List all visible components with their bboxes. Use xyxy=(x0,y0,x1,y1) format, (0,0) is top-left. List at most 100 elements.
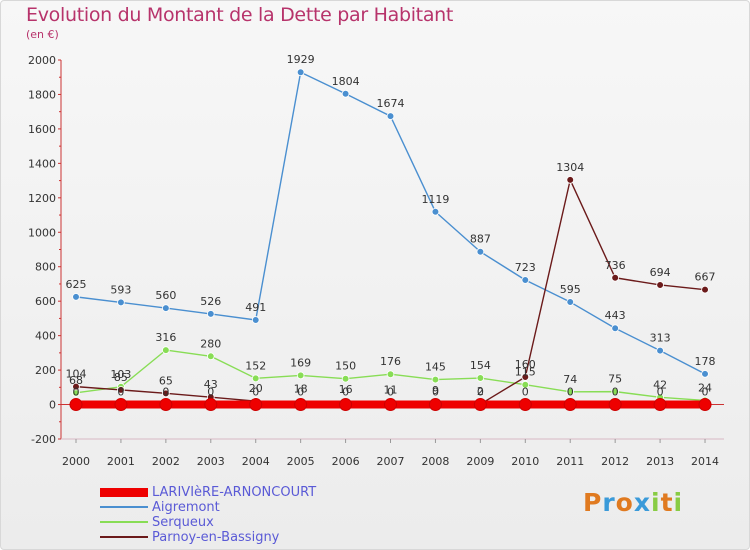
data-label: 625 xyxy=(66,278,87,291)
data-label: 0 xyxy=(117,386,124,399)
legend-swatch xyxy=(100,488,148,497)
data-label: 43 xyxy=(204,378,218,391)
data-label: 115 xyxy=(515,366,536,379)
data-label: 593 xyxy=(110,283,131,296)
data-label: 0 xyxy=(522,386,529,399)
data-point xyxy=(611,324,619,333)
x-tick-label: 2013 xyxy=(646,455,674,468)
legend-label: LARIVIèRE-ARNONCOURT xyxy=(152,485,317,500)
data-label: 152 xyxy=(245,359,266,372)
logo-letter: P xyxy=(583,488,603,517)
x-tick-label: 2004 xyxy=(242,455,270,468)
data-point xyxy=(701,285,709,294)
x-tick-label: 2010 xyxy=(511,455,539,468)
chart-title: Evolution du Montant de la Dette par Hab… xyxy=(26,4,454,26)
data-label: 169 xyxy=(290,356,311,369)
data-point xyxy=(384,398,398,412)
data-label: 24 xyxy=(698,381,712,394)
logo-letter: t xyxy=(660,488,674,517)
data-point xyxy=(117,298,125,307)
data-point xyxy=(296,68,305,77)
data-point xyxy=(117,386,125,394)
y-tick-label: 400 xyxy=(35,330,56,343)
data-point xyxy=(701,370,709,378)
data-label: 103 xyxy=(110,368,131,381)
data-label: 0 xyxy=(207,386,214,399)
y-tick-label: 800 xyxy=(35,261,56,274)
x-tick-label: 2001 xyxy=(107,455,135,468)
data-point xyxy=(476,374,485,382)
logo-letter: o xyxy=(615,488,634,517)
data-point xyxy=(431,375,440,384)
data-label: 0 xyxy=(342,386,349,399)
data-label: 1804 xyxy=(332,75,360,88)
y-tick-label: 1400 xyxy=(28,157,56,170)
data-point xyxy=(386,112,395,120)
data-label: 160 xyxy=(515,358,536,371)
data-label: 0 xyxy=(567,386,574,399)
data-point xyxy=(206,352,215,361)
y-tick-label: 0 xyxy=(49,399,56,412)
y-tick-label: -200 xyxy=(31,433,56,446)
data-point xyxy=(249,398,263,412)
data-point xyxy=(566,176,575,184)
data-point xyxy=(386,370,395,379)
data-label: 491 xyxy=(245,301,266,314)
data-label: 1304 xyxy=(556,161,584,174)
data-label: 104 xyxy=(66,368,87,381)
data-point xyxy=(69,398,83,412)
data-label: 0 xyxy=(657,386,664,399)
legend-swatch xyxy=(100,506,148,508)
legend-label: Parnoy-en-Bassigny xyxy=(152,530,280,545)
x-tick-label: 2014 xyxy=(691,455,719,468)
data-point xyxy=(656,281,664,289)
data-label: 887 xyxy=(470,233,491,246)
data-label: 74 xyxy=(563,373,577,386)
data-label: 0 xyxy=(477,386,484,399)
data-label: 313 xyxy=(650,332,671,345)
x-tick-label: 2006 xyxy=(332,455,360,468)
x-tick-label: 2000 xyxy=(62,455,90,468)
data-point xyxy=(162,389,170,398)
data-point xyxy=(653,398,667,412)
data-label: 595 xyxy=(560,283,581,296)
data-label: 0 xyxy=(162,386,169,399)
data-label: 1674 xyxy=(377,97,405,110)
data-point xyxy=(476,247,485,256)
data-label: 0 xyxy=(612,386,619,399)
data-point xyxy=(204,398,218,412)
data-label: 667 xyxy=(695,271,716,284)
data-point xyxy=(473,398,487,412)
y-tick-label: 200 xyxy=(35,364,56,377)
legend-label: Aigremont xyxy=(152,500,220,515)
x-tick-label: 2008 xyxy=(421,455,449,468)
data-label: 150 xyxy=(335,360,356,373)
data-label: 280 xyxy=(200,337,221,350)
data-label: 178 xyxy=(695,355,716,368)
data-label: 443 xyxy=(605,309,626,322)
logo-letter: i xyxy=(651,488,661,517)
data-label: 526 xyxy=(200,295,221,308)
x-tick-label: 2009 xyxy=(466,455,494,468)
data-point xyxy=(431,207,440,216)
data-label: 2 xyxy=(477,385,484,398)
data-label: 1119 xyxy=(421,193,449,206)
data-label: 0 xyxy=(702,386,709,399)
data-label: 0 xyxy=(387,386,394,399)
data-point xyxy=(251,316,260,324)
y-tick-label: 2000 xyxy=(28,54,56,67)
data-point xyxy=(162,304,170,312)
legend-swatch xyxy=(100,521,148,523)
data-label: 20 xyxy=(249,382,263,395)
data-point xyxy=(341,89,350,98)
data-label: 694 xyxy=(650,266,671,279)
data-point xyxy=(428,398,442,412)
data-label: 1929 xyxy=(287,53,315,66)
data-label: 560 xyxy=(155,289,176,302)
y-tick-label: 1800 xyxy=(28,88,56,101)
data-label: 176 xyxy=(380,355,401,368)
data-point xyxy=(563,398,577,412)
data-label: 154 xyxy=(470,359,491,372)
